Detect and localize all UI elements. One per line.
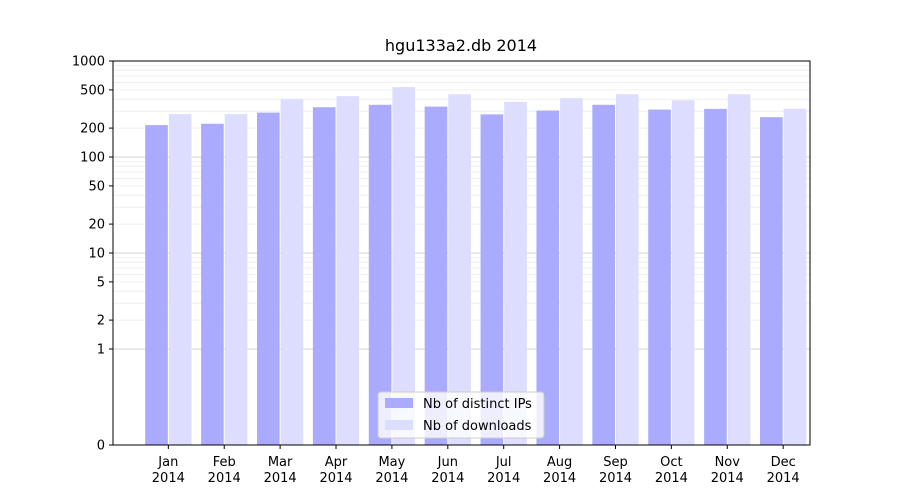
x-axis: Jan 2014 Feb 2014 Mar 2014 Apr 2014 May 2014 Jun 20… [152,445,800,486]
bar-downloads [504,101,527,445]
y-tick-label: 500 [80,83,105,98]
bar-downloads [615,94,639,445]
bar-downloads [783,108,807,445]
y-axis: 0 1 2 5 10 20 50 100 200 500 1000 [72,55,113,454]
bar-distinct-ips [760,117,783,445]
y-tick-label: 10 [88,247,105,262]
x-tick-label: Aug 2014 [543,455,576,486]
bar-distinct-ips [536,110,560,446]
bar-distinct-ips [424,106,448,445]
legend-swatch-distinct-ips [385,398,413,408]
bar-downloads [224,114,248,446]
y-tick-label: 2 [97,314,105,329]
legend-label-downloads: Nb of downloads [423,419,532,434]
x-tick-label: Nov 2014 [711,455,744,486]
x-tick-label: Apr 2014 [319,455,352,486]
bar-downloads [280,99,304,445]
x-tick-label: Dec 2014 [767,455,800,486]
y-tick-label: 1 [97,343,105,358]
bar-downloads [671,100,695,445]
bar-distinct-ips [368,104,392,445]
x-tick-label: Oct 2014 [655,455,688,486]
y-tick-label: 5 [97,275,105,290]
bars [145,87,807,446]
bar-distinct-ips [256,112,280,445]
bar-distinct-ips [201,123,224,445]
bar-distinct-ips [145,125,168,445]
bar-distinct-ips [480,114,504,445]
bar-downloads [336,96,360,446]
bar-distinct-ips [312,107,336,446]
legend-box [377,391,545,439]
y-tick-label: 50 [88,179,105,194]
bar-downloads [560,98,583,445]
bar-downloads [392,87,416,445]
x-tick-label: Mar 2014 [264,455,297,486]
bar-downloads [727,94,751,445]
y-tick-label: 200 [80,122,105,137]
x-tick-label: May 2014 [375,455,408,486]
x-tick-label: Sep 2014 [599,455,632,486]
x-tick-label: Jul 2014 [487,455,520,486]
x-tick-label: Feb 2014 [208,455,241,486]
bar-downloads [168,114,192,446]
bar-downloads [448,94,471,445]
x-tick-label: Jun 2014 [431,455,464,486]
y-tick-label: 100 [80,151,105,166]
bar-distinct-ips [592,104,615,445]
legend: Nb of distinct IPs Nb of downloads [377,391,545,439]
legend-label-distinct-ips: Nb of distinct IPs [423,397,532,412]
y-tick-label: 20 [88,218,105,233]
x-tick-label: Jan 2014 [152,455,185,486]
chart-title: hgu133a2.db 2014 [385,36,537,55]
y-tick-label: 0 [97,439,105,454]
legend-swatch-downloads [385,420,413,430]
bar-distinct-ips [648,109,671,445]
y-tick-label: 1000 [72,55,105,70]
bar-distinct-ips [704,108,727,445]
